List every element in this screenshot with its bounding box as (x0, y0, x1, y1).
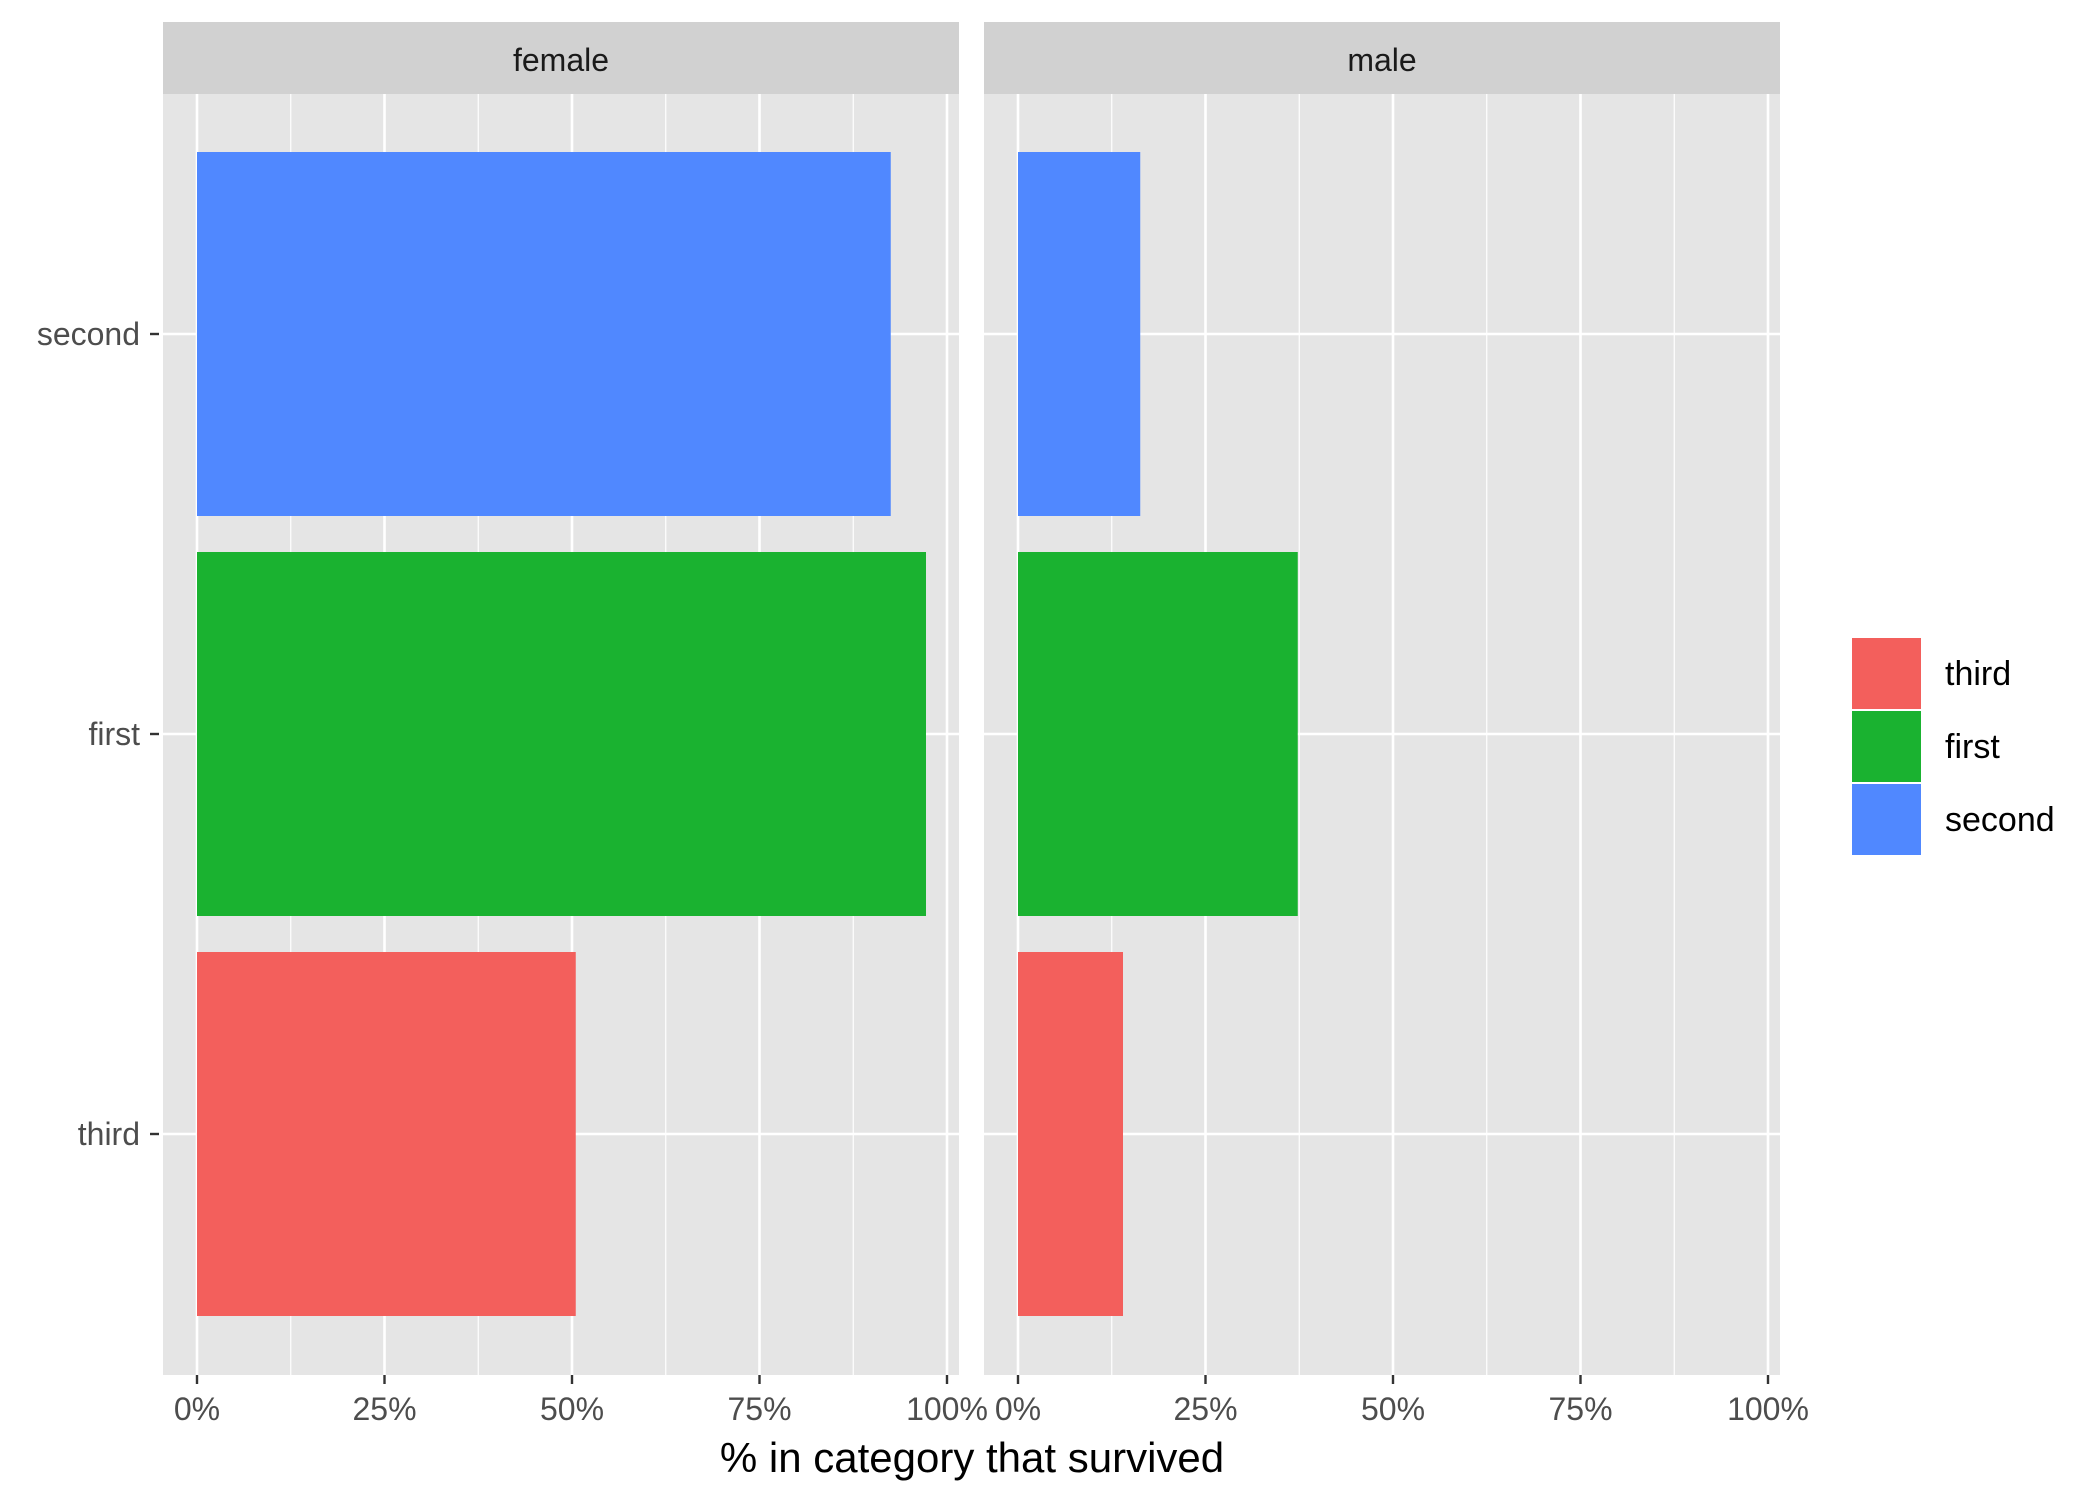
x-tick-label: 50% (1361, 1391, 1425, 1427)
facet-panel-female: female 0% 25% 50% 75% 100% (163, 22, 988, 1427)
x-tick-label: 100% (906, 1391, 988, 1427)
bar-male-third (1018, 952, 1123, 1316)
bar-male-second (1018, 152, 1141, 516)
x-tick-label: 100% (1727, 1391, 1809, 1427)
facet-panel-male: male 0% 25% 50% 75% 100% (984, 22, 1809, 1427)
bar-female-second (197, 152, 891, 516)
x-tick-label: 25% (352, 1391, 416, 1427)
x-tick-label: 0% (174, 1391, 220, 1427)
bar-female-third (197, 952, 576, 1316)
legend-key-second (1850, 782, 1923, 857)
y-tick-label: first (88, 716, 140, 752)
x-tick-label: 75% (1548, 1391, 1612, 1427)
x-tick-label: 50% (540, 1391, 604, 1427)
facet-panels: female 0% 25% 50% 75% 100% male 0% 25% 50% 75% 100% (163, 22, 1809, 1427)
x-axis-title: % in category that survived (720, 1434, 1224, 1481)
y-tick-label: second (37, 316, 140, 352)
legend-label: second (1945, 801, 2055, 839)
facet-strip-label: male (1347, 42, 1416, 78)
x-tick-label: 25% (1173, 1391, 1237, 1427)
y-tick-label: third (78, 1116, 140, 1152)
facet-strip (163, 22, 959, 94)
x-tick-label: 75% (727, 1391, 791, 1427)
bar-female-first (197, 552, 926, 916)
y-axis: second first third (37, 316, 159, 1152)
facet-strip-label: female (513, 42, 609, 78)
bar-male-first (1018, 552, 1298, 916)
legend-label: first (1945, 728, 2000, 766)
facet-strip (984, 22, 1780, 94)
x-tick-label: 0% (995, 1391, 1041, 1427)
legend-label: third (1945, 655, 2011, 693)
legend-key-first (1850, 709, 1923, 784)
legend-key-third (1850, 636, 1923, 711)
legend: third first second (1850, 636, 2055, 857)
